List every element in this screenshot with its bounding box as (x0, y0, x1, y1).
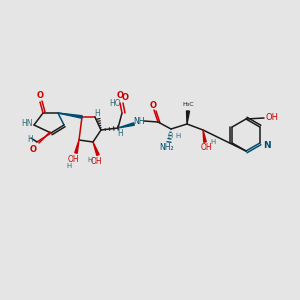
Text: N: N (263, 140, 271, 149)
Text: O: O (122, 94, 128, 103)
Text: H: H (87, 157, 93, 163)
Text: OH: OH (200, 143, 212, 152)
Polygon shape (118, 123, 134, 128)
Text: OH: OH (67, 155, 79, 164)
Polygon shape (75, 140, 79, 153)
Text: H: H (210, 139, 216, 145)
Text: HN: HN (21, 118, 33, 127)
Text: HO: HO (109, 100, 121, 109)
Text: O: O (29, 146, 37, 154)
Polygon shape (203, 130, 206, 142)
Text: H: H (117, 130, 123, 139)
Text: O: O (149, 100, 157, 109)
Text: O: O (116, 91, 124, 100)
Text: H: H (176, 133, 181, 139)
Polygon shape (187, 111, 190, 124)
Text: NH: NH (133, 116, 145, 125)
Text: H₃C: H₃C (182, 103, 194, 107)
Text: H: H (66, 163, 72, 169)
Text: H: H (27, 134, 33, 143)
Text: OH: OH (266, 112, 278, 122)
Polygon shape (93, 142, 99, 155)
Text: OH: OH (90, 158, 102, 166)
Polygon shape (58, 113, 82, 118)
Text: H: H (167, 133, 172, 139)
Text: NH₂: NH₂ (160, 143, 174, 152)
Text: O: O (37, 92, 44, 100)
Text: H: H (94, 109, 100, 118)
